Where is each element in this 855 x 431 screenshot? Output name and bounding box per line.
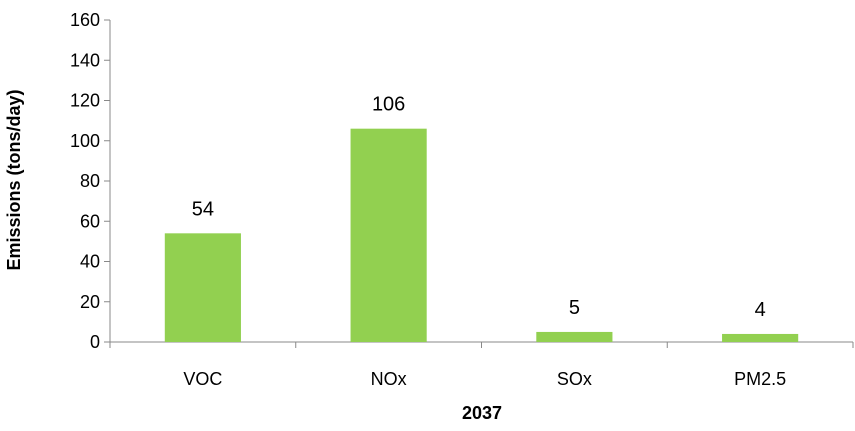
bar-voc bbox=[164, 233, 241, 342]
y-tick-label: 100 bbox=[70, 131, 100, 151]
x-axis-title: 2037 bbox=[462, 403, 502, 423]
y-axis: 0 20 40 60 80 100 120 140 160 bbox=[70, 10, 111, 352]
bar-pm2-5 bbox=[722, 333, 799, 342]
data-label: 4 bbox=[755, 299, 766, 321]
y-tick-label: 40 bbox=[80, 252, 100, 272]
bars bbox=[164, 128, 799, 342]
x-category-label: PM2.5 bbox=[734, 369, 786, 389]
y-tick-label: 80 bbox=[80, 171, 100, 191]
y-tick-label: 0 bbox=[90, 332, 100, 352]
y-tick-label: 120 bbox=[70, 91, 100, 111]
data-label: 54 bbox=[192, 198, 214, 220]
bar-nox bbox=[350, 128, 427, 342]
y-tick-label: 140 bbox=[70, 50, 100, 70]
data-label: 5 bbox=[569, 297, 580, 319]
x-category-label: SOx bbox=[557, 369, 592, 389]
x-category-label: NOx bbox=[371, 369, 407, 389]
bar-sox bbox=[536, 331, 613, 342]
x-category-label: VOC bbox=[183, 369, 222, 389]
y-tick-label: 60 bbox=[80, 211, 100, 231]
x-axis: VOC NOx SOx PM2.5 bbox=[109, 341, 854, 389]
y-tick-label: 160 bbox=[70, 10, 100, 30]
y-axis-title: Emissions (tons/day) bbox=[4, 89, 24, 270]
data-label: 106 bbox=[372, 94, 405, 116]
y-tick-label: 20 bbox=[80, 292, 100, 312]
